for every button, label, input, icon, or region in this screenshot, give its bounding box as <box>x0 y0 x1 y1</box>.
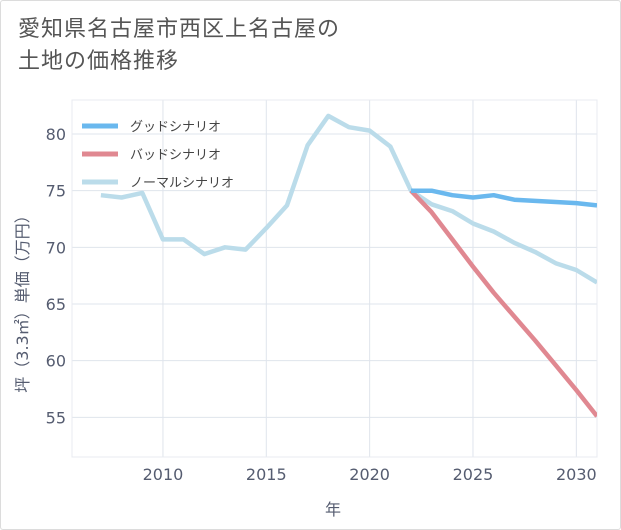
legend-label-normal: ノーマルシナリオ <box>130 176 234 191</box>
y-tick-label-80: 80 <box>46 125 66 144</box>
x-tick-label-2025: 2025 <box>453 465 494 484</box>
x-axis-label: 年 <box>325 500 341 519</box>
legend-label-bad: バッドシナリオ <box>130 148 221 163</box>
chart-title-line-1: 愛知県名古屋市西区上名古屋の <box>18 17 341 42</box>
y-tick-label-70: 70 <box>46 238 66 257</box>
y-tick-label-65: 65 <box>46 295 66 314</box>
y-tick-label-55: 55 <box>46 408 66 427</box>
plot-area <box>71 99 598 458</box>
legend-label-good: グッドシナリオ <box>130 120 221 135</box>
grid-lines <box>72 100 597 457</box>
y-tick-label-75: 75 <box>46 182 66 201</box>
x-tick-label-2020: 2020 <box>349 465 390 484</box>
series-line-bad <box>409 189 597 418</box>
y-axis-label: 坪（3.3㎡）単価（万円） <box>13 207 32 392</box>
x-tick-label-2030: 2030 <box>556 465 597 484</box>
series-layer <box>100 113 597 418</box>
x-tick-label-2015: 2015 <box>246 465 287 484</box>
tick-labels: 2010 2015 2020 2025 2030 55 60 65 70 75 80 <box>46 125 597 484</box>
series-line-good <box>411 188 597 208</box>
chart-title: 愛知県名古屋市西区上名古屋の 土地の価格推移 <box>18 14 340 78</box>
series-line-normal <box>100 113 597 285</box>
x-tick-label-2010: 2010 <box>143 465 184 484</box>
y-tick-label-60: 60 <box>46 352 66 371</box>
chart-title-line-2: 土地の価格推移 <box>18 49 180 74</box>
